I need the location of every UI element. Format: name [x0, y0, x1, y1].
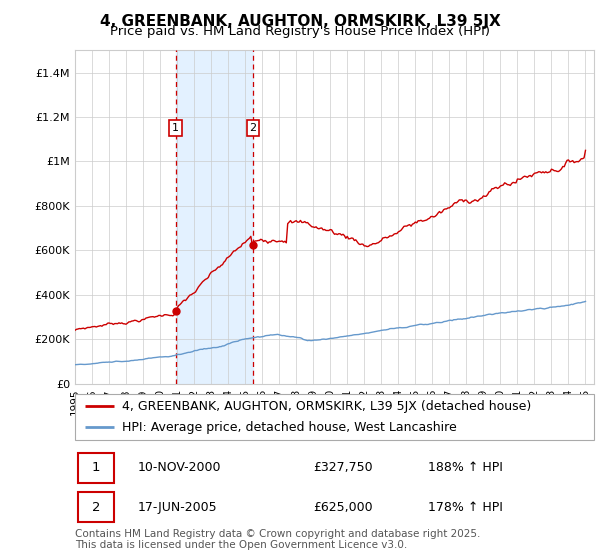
Text: 4, GREENBANK, AUGHTON, ORMSKIRK, L39 5JX: 4, GREENBANK, AUGHTON, ORMSKIRK, L39 5JX [100, 14, 500, 29]
Text: HPI: Average price, detached house, West Lancashire: HPI: Average price, detached house, West… [122, 421, 457, 433]
FancyBboxPatch shape [75, 394, 594, 440]
Text: 2: 2 [250, 123, 257, 133]
Text: Price paid vs. HM Land Registry's House Price Index (HPI): Price paid vs. HM Land Registry's House … [110, 25, 490, 38]
Text: 1: 1 [92, 461, 100, 474]
Text: This data is licensed under the Open Government Licence v3.0.: This data is licensed under the Open Gov… [75, 540, 407, 550]
Text: 4, GREENBANK, AUGHTON, ORMSKIRK, L39 5JX (detached house): 4, GREENBANK, AUGHTON, ORMSKIRK, L39 5JX… [122, 400, 531, 413]
Text: 188% ↑ HPI: 188% ↑ HPI [428, 461, 503, 474]
Text: 2: 2 [92, 501, 100, 514]
Text: 10-NOV-2000: 10-NOV-2000 [137, 461, 221, 474]
Text: 1: 1 [172, 123, 179, 133]
FancyBboxPatch shape [77, 453, 114, 483]
FancyBboxPatch shape [77, 492, 114, 522]
Text: 17-JUN-2005: 17-JUN-2005 [137, 501, 217, 514]
Bar [176, 50, 253, 384]
Text: 178% ↑ HPI: 178% ↑ HPI [428, 501, 503, 514]
Text: £625,000: £625,000 [314, 501, 373, 514]
Text: £327,750: £327,750 [314, 461, 373, 474]
Text: Contains HM Land Registry data © Crown copyright and database right 2025.: Contains HM Land Registry data © Crown c… [75, 529, 481, 539]
